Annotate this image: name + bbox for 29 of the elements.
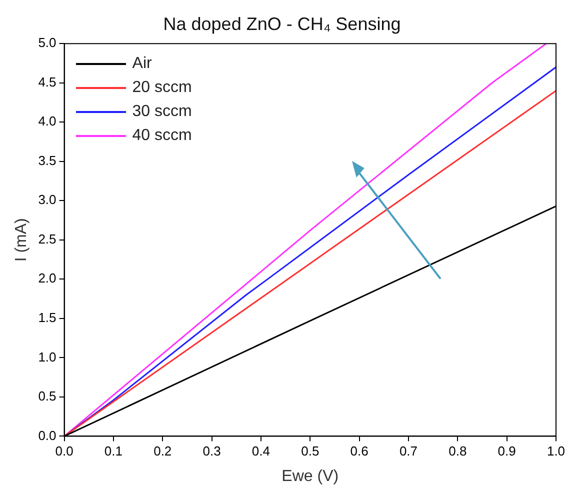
x-tick-label: 0.9 [498,444,516,459]
x-tick-label: 0.4 [252,444,270,459]
x-tick-label: 0.2 [154,444,172,459]
y-tick-label: 2.5 [38,231,56,246]
legend-label: 30 sccm [132,102,192,121]
y-tick-label: 3.0 [38,192,56,208]
legend-label: Air [132,54,152,73]
x-tick-label: 1.0 [546,444,566,459]
y-tick-label: 0.0 [38,428,56,443]
y-tick-label: 2.0 [38,270,56,286]
chart-title: Na doped ZnO - CH₄ Sensing [163,14,401,34]
legend-label: 20 sccm [132,78,192,97]
y-tick-label: 0.5 [38,388,56,404]
x-tick-label: 0.7 [399,444,418,459]
y-tick-label: 1.5 [38,310,56,325]
x-tick-label: 0.3 [202,444,221,459]
x-tick-label: 0.1 [104,444,122,459]
y-tick-label: 4.5 [38,74,56,90]
y-tick-label: 3.5 [38,152,56,168]
y-axis-title: I (mA) [13,218,30,262]
x-tick-label: 0.0 [55,444,74,459]
y-tick-label: 1.0 [38,349,56,364]
y-tick-label: 5.0 [38,35,56,50]
x-tick-label: 0.8 [448,444,467,459]
x-tick-label: 0.6 [350,444,368,459]
y-tick-label: 4.0 [38,114,56,129]
x-tick-label: 0.5 [301,444,320,459]
legend-label: 40 sccm [132,126,192,145]
x-axis-title: Ewe (V) [282,468,339,485]
